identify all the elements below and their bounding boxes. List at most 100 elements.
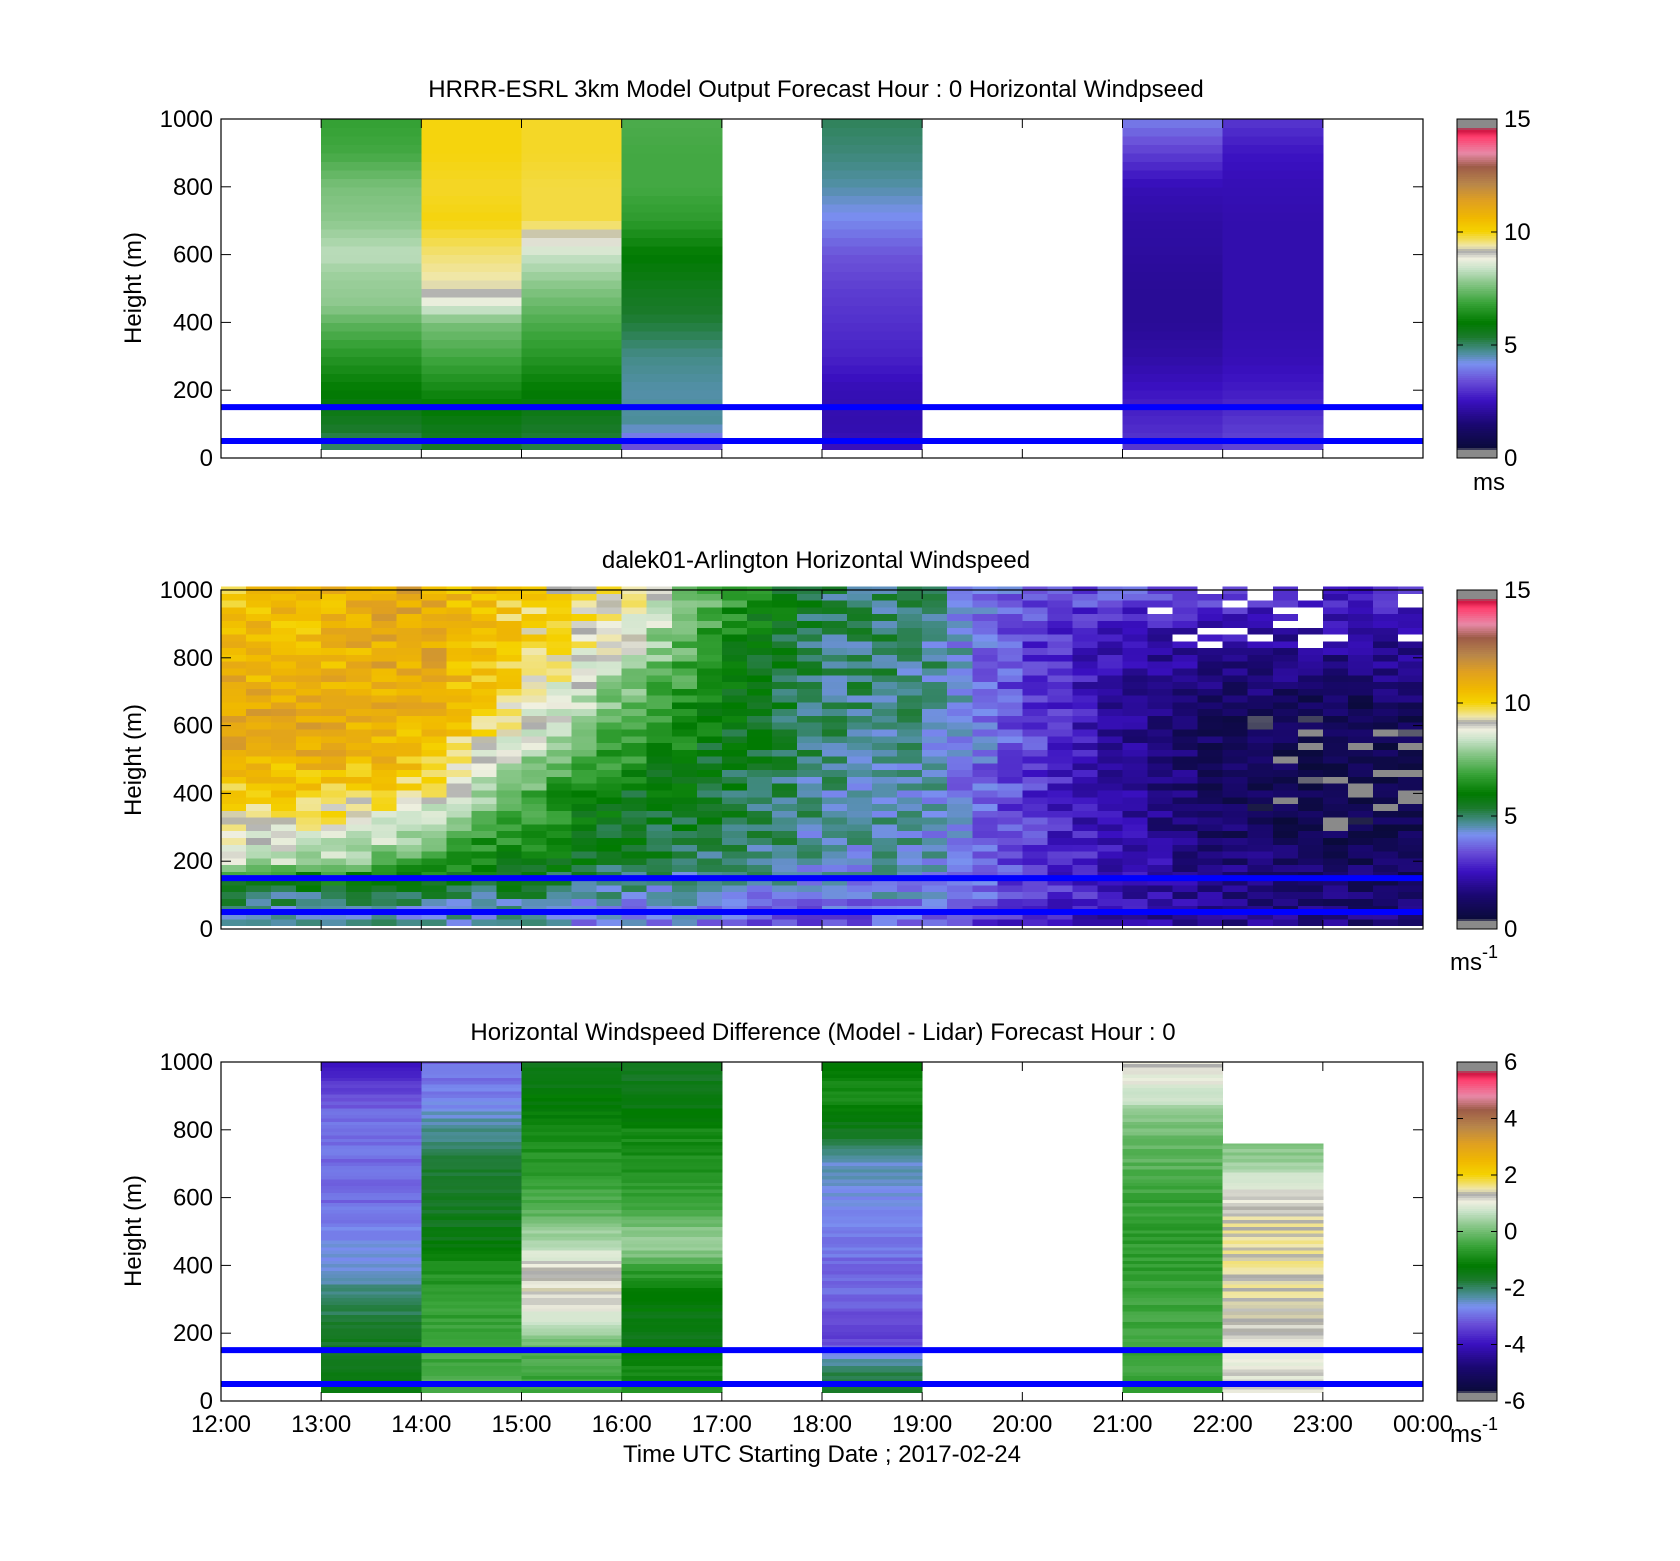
heatmap-cell <box>721 701 748 710</box>
colorbar-segment <box>1457 1214 1497 1218</box>
heatmap-cell <box>696 796 723 805</box>
heatmap-cell <box>1197 674 1224 683</box>
heatmap-cell <box>1172 830 1199 838</box>
heatmap-cell <box>421 1236 522 1241</box>
heatmap-cell <box>1247 776 1274 784</box>
heatmap-cell <box>371 898 397 906</box>
heatmap-cell <box>1072 749 1098 757</box>
colorbar-segment <box>1457 1210 1497 1214</box>
heatmap-cell <box>872 891 898 899</box>
heatmap-cell <box>1122 620 1149 628</box>
heatmap-cell <box>1122 857 1149 866</box>
colorbar-segment <box>1457 157 1497 160</box>
y-tick-label: 800 <box>173 645 213 672</box>
heatmap-cell <box>621 1087 723 1092</box>
heatmap-cell <box>446 593 472 601</box>
heatmap-cell <box>696 749 723 757</box>
colorbar-segment <box>1457 349 1497 353</box>
heatmap-cell <box>1347 593 1374 601</box>
colorbar-segment <box>1457 795 1497 799</box>
heatmap-cell <box>371 722 397 730</box>
heatmap-cell <box>922 844 948 852</box>
colorbar-segment <box>1457 373 1497 376</box>
heatmap-cell <box>1297 722 1324 730</box>
heatmap-cell <box>621 722 648 730</box>
heatmap-cell <box>371 918 397 927</box>
heatmap-cell <box>446 715 472 723</box>
colorbar-segment <box>1457 1392 1497 1396</box>
heatmap-cell <box>1022 810 1048 818</box>
colorbar-segment <box>1457 882 1497 886</box>
heatmap-cell <box>671 742 698 750</box>
x-tick-label: 21:00 <box>1092 1411 1152 1438</box>
colorbar-segment <box>1457 640 1497 644</box>
colorbar-segment <box>1457 224 1497 228</box>
heatmap-cell <box>696 640 723 649</box>
heatmap-cell <box>1222 1185 1324 1190</box>
heatmap-cell <box>621 1236 723 1241</box>
heatmap-cell <box>1122 830 1149 838</box>
heatmap-cell <box>1322 654 1349 662</box>
heatmap-cell <box>346 634 372 642</box>
heatmap-cell <box>1122 1084 1224 1088</box>
heatmap-cell <box>271 627 297 635</box>
heatmap-cell <box>1222 735 1249 744</box>
heatmap-cell <box>421 1229 522 1234</box>
heatmap-cell <box>922 735 948 744</box>
colorbar-segment <box>1457 704 1497 708</box>
colorbar-segment <box>1457 1297 1497 1300</box>
heatmap-cell <box>221 912 247 920</box>
heatmap-cell <box>922 871 948 879</box>
heatmap-cell <box>421 1100 522 1105</box>
heatmap-cell <box>972 674 998 683</box>
heatmap-cell <box>421 627 447 635</box>
heatmap-cell <box>296 844 322 852</box>
heatmap-cell <box>446 701 472 710</box>
heatmap-cell <box>822 381 923 391</box>
heatmap-cell <box>421 263 522 273</box>
heatmap-cell <box>1347 661 1374 669</box>
heatmap-cell <box>496 844 522 852</box>
heatmap-cell <box>796 837 823 845</box>
heatmap-cell <box>296 620 322 628</box>
heatmap-cell <box>1172 823 1199 832</box>
heatmap-cell <box>1122 1273 1224 1278</box>
heatmap-cell <box>1347 851 1374 859</box>
colorbar-segment <box>1457 438 1497 442</box>
heatmap-cell <box>496 918 522 927</box>
heatmap-cell <box>947 796 973 805</box>
heatmap-cell <box>997 606 1023 615</box>
heatmap-cell <box>771 667 798 676</box>
y-tick-label: 400 <box>173 309 213 336</box>
heatmap-cell <box>1397 823 1424 832</box>
heatmap-cell <box>1222 1143 1324 1146</box>
heatmap-cell <box>822 1084 923 1088</box>
heatmap-cell <box>321 1331 422 1336</box>
heatmap-cell <box>1072 647 1098 655</box>
heatmap-cell <box>521 1351 623 1356</box>
heatmap-cell <box>997 776 1023 784</box>
heatmap-cell <box>997 600 1023 608</box>
heatmap-cell <box>371 776 397 784</box>
heatmap-cell <box>1022 830 1048 838</box>
colorbar-segment <box>1457 305 1497 309</box>
heatmap-cell <box>1222 1368 1324 1373</box>
heatmap-cell <box>1297 600 1324 608</box>
heatmap-cell <box>1072 640 1098 649</box>
heatmap-cell <box>1072 688 1098 696</box>
heatmap-cell <box>671 783 698 791</box>
heatmap-cell <box>421 1233 522 1238</box>
heatmap-cell <box>371 884 397 893</box>
heatmap-cell <box>1122 432 1224 442</box>
heatmap-cell <box>421 1277 522 1282</box>
heatmap-cell <box>972 918 998 927</box>
heatmap-cell <box>1122 600 1149 608</box>
heatmap-cell <box>822 627 848 635</box>
heatmap-cell <box>1147 613 1174 622</box>
heatmap-cell <box>571 769 598 777</box>
heatmap-cell <box>1147 742 1174 750</box>
heatmap-cell <box>1022 769 1048 777</box>
heatmap-cell <box>1047 844 1073 852</box>
heatmap-cell <box>1147 878 1174 886</box>
heatmap-cell <box>1322 817 1349 825</box>
